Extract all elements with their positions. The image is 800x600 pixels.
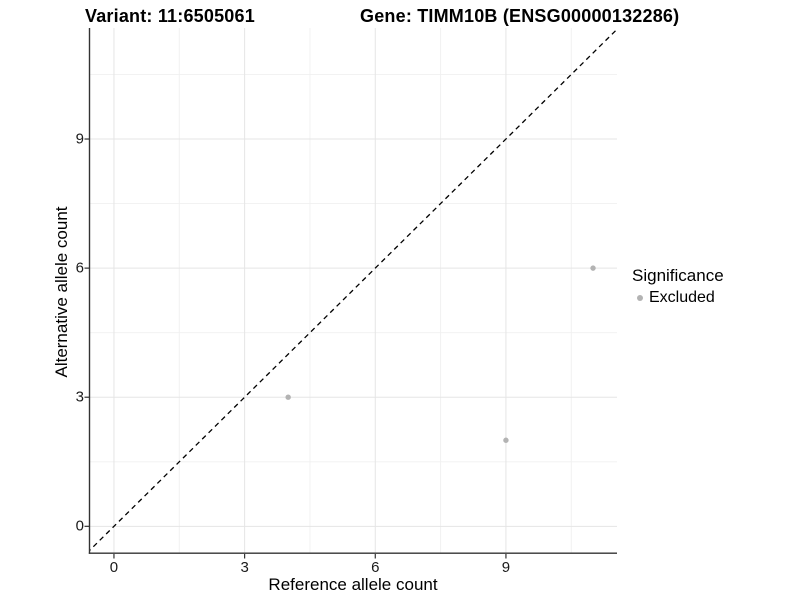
plot-title-variant: Variant: 11:6505061 <box>85 6 255 26</box>
legend-key-dot-icon <box>637 295 643 301</box>
legend-entry-label: Excluded <box>649 289 715 306</box>
x-tick-label: 6 <box>371 559 380 576</box>
legend-entry-excluded: Excluded <box>632 289 724 307</box>
legend-title: Significance <box>632 266 724 285</box>
x-axis-title: Reference allele count <box>268 575 438 594</box>
y-axis-title: Alternative allele count <box>52 206 71 378</box>
gridlines-major <box>90 28 617 553</box>
plot-title-gene: Gene: TIMM10B (ENSG00000132286) <box>360 6 680 26</box>
data-point <box>590 265 596 271</box>
y-tick-label: 6 <box>75 259 84 277</box>
data-point <box>285 394 291 400</box>
tick-marks <box>84 138 507 559</box>
y-tick-label: 3 <box>75 388 84 406</box>
y-tick-label: 0 <box>75 517 84 535</box>
data-points <box>285 265 596 443</box>
x-tick-label: 3 <box>240 559 249 576</box>
y-tick-label: 9 <box>75 130 84 148</box>
data-point <box>503 437 509 443</box>
x-tick-label: 9 <box>501 559 511 576</box>
legend: Significance Excluded <box>632 266 724 307</box>
x-tick-label: 0 <box>109 559 119 576</box>
gridlines-minor <box>90 28 617 553</box>
identity-line <box>90 28 617 551</box>
